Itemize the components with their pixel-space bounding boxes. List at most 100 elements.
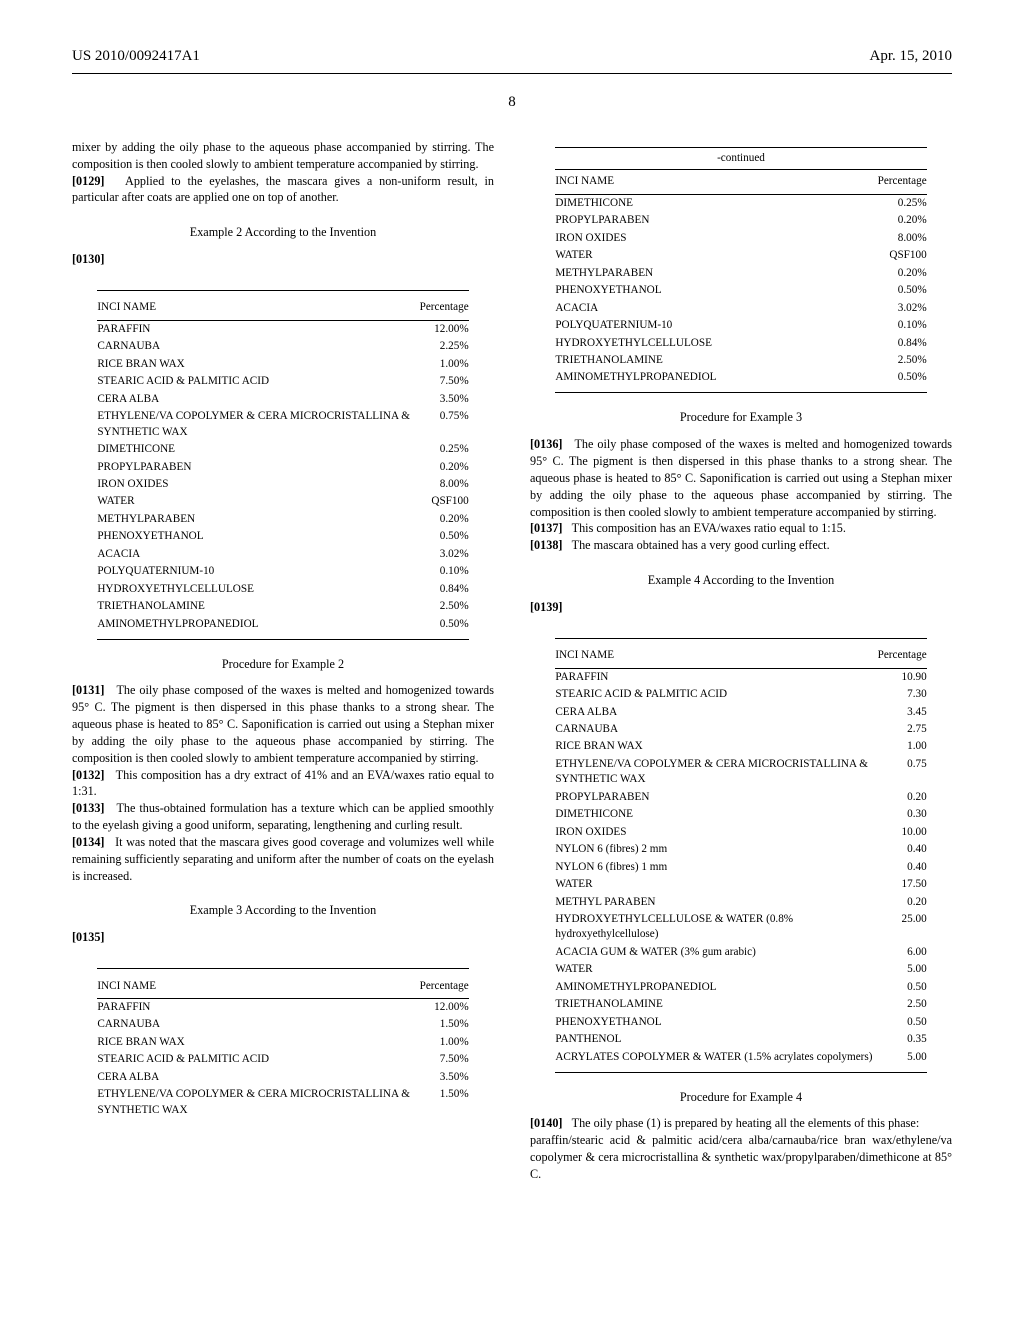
- table-row: PARAFFIN12.00%: [97, 320, 468, 338]
- table-row: PARAFFIN10.90: [555, 668, 926, 686]
- para-number: [0132]: [72, 768, 105, 782]
- table-row: IRON OXIDES8.00%: [97, 476, 468, 493]
- ingredient-pct: 0.50: [878, 1014, 927, 1031]
- left-column: mixer by adding the oily phase to the aq…: [72, 139, 494, 1183]
- para-body: It was noted that the mascara gives good…: [72, 835, 494, 883]
- ingredient-pct: 3.50%: [420, 1069, 469, 1086]
- ingredient-pct: 0.35: [878, 1031, 927, 1048]
- ingredient-name: PHENOXYETHANOL: [555, 1014, 877, 1031]
- para-body: Applied to the eyelashes, the mascara gi…: [72, 174, 494, 205]
- ingredient-name: PHENOXYETHANOL: [555, 282, 840, 299]
- table-row: PHENOXYETHANOL0.50%: [555, 282, 926, 299]
- ingredient-name: HYDROXYETHYLCELLULOSE: [555, 335, 840, 352]
- para-number: [0133]: [72, 801, 105, 815]
- table-row: RICE BRAN WAX1.00%: [97, 1034, 468, 1051]
- procedure3-heading: Procedure for Example 3: [530, 409, 952, 426]
- para-0135: [0135]: [72, 929, 494, 946]
- ingredient-name: METHYLPARABEN: [555, 265, 840, 282]
- ingredient-name: CARNAUBA: [97, 1016, 419, 1033]
- table-row: DIMETHICONE0.25%: [555, 194, 926, 212]
- table-row: TRIETHANOLAMINE2.50%: [97, 598, 468, 615]
- table-row: CERA ALBA3.50%: [97, 1069, 468, 1086]
- table-row: POLYQUATERNIUM-100.10%: [555, 317, 926, 334]
- ingredient-pct: 0.84%: [840, 335, 927, 352]
- table-row: RICE BRAN WAX1.00%: [97, 356, 468, 373]
- table-row: PROPYLPARABEN0.20%: [97, 459, 468, 476]
- para-body: The oily phase composed of the waxes is …: [72, 683, 494, 764]
- table-row: STEARIC ACID & PALMITIC ACID7.30: [555, 686, 926, 703]
- table-col-pct: Percentage: [840, 170, 927, 194]
- ingredient-pct: 0.25%: [420, 441, 469, 458]
- ingredient-name: METHYLPARABEN: [97, 511, 419, 528]
- table-row: PARAFFIN12.00%: [97, 998, 468, 1016]
- table-row: ACRYLATES COPOLYMER & WATER (1.5% acryla…: [555, 1049, 926, 1066]
- table-row: CERA ALBA3.45: [555, 704, 926, 721]
- table-row: PHENOXYETHANOL0.50: [555, 1014, 926, 1031]
- ingredient-pct: 0.20%: [840, 212, 927, 229]
- para-number: [0134]: [72, 835, 105, 849]
- ingredient-name: POLYQUATERNIUM-10: [97, 563, 419, 580]
- ingredient-name: ETHYLENE/VA COPOLYMER & CERA MICROCRISTA…: [555, 756, 877, 789]
- ingredient-pct: 0.75: [878, 756, 927, 789]
- table-row: NYLON 6 (fibres) 1 mm0.40: [555, 859, 926, 876]
- para-0139: [0139]: [530, 599, 952, 616]
- table-row: IRON OXIDES8.00%: [555, 230, 926, 247]
- example4-heading: Example 4 According to the Invention: [530, 572, 952, 589]
- ingredient-pct: QSF100: [840, 247, 927, 264]
- table-row: ETHYLENE/VA COPOLYMER & CERA MICROCRISTA…: [97, 408, 468, 441]
- ingredient-name: HYDROXYETHYLCELLULOSE & WATER (0.8% hydr…: [555, 911, 877, 944]
- ingredient-pct: 3.45: [878, 704, 927, 721]
- ingredient-name: DIMETHICONE: [97, 441, 419, 458]
- table-row: CARNAUBA2.25%: [97, 338, 468, 355]
- ingredient-name: STEARIC ACID & PALMITIC ACID: [555, 686, 877, 703]
- ingredient-name: AMINOMETHYLPROPANEDIOL: [555, 979, 877, 996]
- ingredient-pct: 8.00%: [420, 476, 469, 493]
- ingredient-name: TRIETHANOLAMINE: [555, 996, 877, 1013]
- ingredient-name: METHYL PARABEN: [555, 894, 877, 911]
- table-row: PROPYLPARABEN0.20%: [555, 212, 926, 229]
- para-body: The thus-obtained formulation has a text…: [72, 801, 494, 832]
- ingredient-name: IRON OXIDES: [555, 230, 840, 247]
- table-col-name: INCI NAME: [555, 170, 840, 194]
- ingredient-pct: 7.50%: [420, 1051, 469, 1068]
- ingredient-name: TRIETHANOLAMINE: [555, 352, 840, 369]
- ingredient-name: TRIETHANOLAMINE: [97, 598, 419, 615]
- table-row: DIMETHICONE0.25%: [97, 441, 468, 458]
- table-row: POLYQUATERNIUM-100.10%: [97, 563, 468, 580]
- content-columns: mixer by adding the oily phase to the aq…: [72, 139, 952, 1183]
- para-0137: [0137] This composition has an EVA/waxes…: [530, 520, 952, 537]
- table-row: WATER5.00: [555, 961, 926, 978]
- table-row: TRIETHANOLAMINE2.50%: [555, 352, 926, 369]
- ingredient-pct: 2.50: [878, 996, 927, 1013]
- table-col-pct: Percentage: [878, 644, 927, 668]
- ingredient-name: WATER: [555, 961, 877, 978]
- ingredient-name: PROPYLPARABEN: [97, 459, 419, 476]
- table-row: WATERQSF100: [97, 493, 468, 510]
- ingredient-pct: 1.00%: [420, 1034, 469, 1051]
- ingredient-pct: 25.00: [878, 911, 927, 944]
- para-body: The oily phase composed of the waxes is …: [530, 437, 952, 518]
- publication-date: Apr. 15, 2010: [870, 48, 953, 65]
- ingredient-pct: 0.50%: [840, 369, 927, 386]
- table-row: AMINOMETHYLPROPANEDIOL0.50: [555, 979, 926, 996]
- ingredient-pct: 2.50%: [420, 598, 469, 615]
- table-row: ACACIA GUM & WATER (3% gum arabic)6.00: [555, 944, 926, 961]
- ingredient-name: CARNAUBA: [555, 721, 877, 738]
- table-example3b: -continued INCI NAME Percentage DIMETHIC…: [555, 147, 926, 393]
- table-row: PANTHENOL0.35: [555, 1031, 926, 1048]
- para-0133: [0133] The thus-obtained formulation has…: [72, 800, 494, 834]
- ingredient-name: CARNAUBA: [97, 338, 419, 355]
- table-row: DIMETHICONE0.30: [555, 806, 926, 823]
- ingredient-pct: 0.20%: [420, 459, 469, 476]
- table-row: METHYLPARABEN0.20%: [97, 511, 468, 528]
- para-number: [0129]: [72, 174, 105, 188]
- ingredient-name: CERA ALBA: [97, 1069, 419, 1086]
- page-number: 8: [72, 94, 952, 111]
- ingredient-name: ACACIA: [97, 546, 419, 563]
- ingredient-name: WATER: [97, 493, 419, 510]
- para-0138: [0138] The mascara obtained has a very g…: [530, 537, 952, 554]
- ingredient-name: CERA ALBA: [97, 391, 419, 408]
- continued-label: -continued: [555, 148, 926, 170]
- table-row: TRIETHANOLAMINE2.50: [555, 996, 926, 1013]
- ingredient-pct: 0.20: [878, 789, 927, 806]
